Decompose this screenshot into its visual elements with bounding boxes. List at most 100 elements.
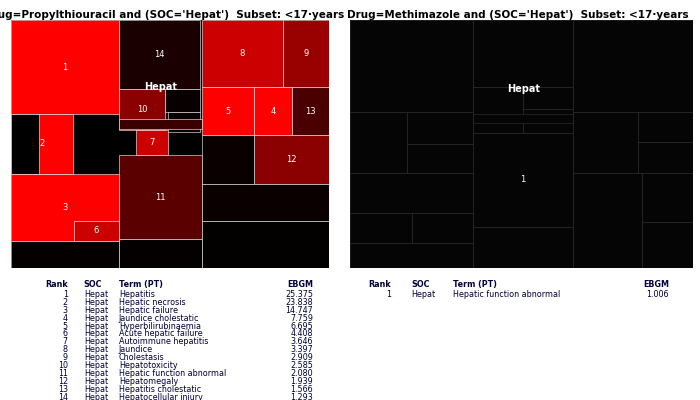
Bar: [202, 20, 283, 87]
Text: 3: 3: [62, 203, 67, 212]
Text: 4: 4: [63, 314, 68, 322]
Text: 3.397: 3.397: [290, 346, 313, 354]
Bar: [119, 119, 202, 129]
Text: EBGM: EBGM: [287, 280, 313, 289]
Bar: [638, 142, 693, 172]
Text: Autoimmune hepatitis: Autoimmune hepatitis: [119, 338, 208, 346]
Text: Hepat: Hepat: [84, 385, 108, 394]
Text: Hepatic necrosis: Hepatic necrosis: [119, 298, 186, 307]
Bar: [10, 241, 119, 268]
Text: Rank: Rank: [368, 280, 391, 289]
Text: Hepatic function abnormal: Hepatic function abnormal: [119, 369, 226, 378]
Bar: [473, 114, 573, 123]
Text: Rank: Rank: [45, 280, 68, 289]
Text: 10: 10: [58, 361, 68, 370]
Text: 1: 1: [62, 63, 67, 72]
Text: EBGM: EBGM: [643, 280, 669, 289]
Text: Hepat: Hepat: [84, 354, 108, 362]
Text: 8: 8: [63, 346, 68, 354]
Text: 1: 1: [63, 290, 68, 299]
Text: Hepatotoxicity: Hepatotoxicity: [119, 361, 177, 370]
Text: Hepatitis cholestatic: Hepatitis cholestatic: [119, 385, 201, 394]
Bar: [473, 87, 523, 133]
Text: 3.646: 3.646: [290, 338, 313, 346]
Text: 13: 13: [305, 107, 316, 116]
Text: Jaundice: Jaundice: [119, 346, 153, 354]
Bar: [202, 87, 254, 135]
Bar: [412, 214, 473, 243]
Text: 4.408: 4.408: [290, 330, 313, 338]
Bar: [10, 174, 119, 241]
Text: 7.759: 7.759: [290, 314, 313, 322]
Text: Hepat: Hepat: [84, 322, 108, 330]
Text: Hepatic failure: Hepatic failure: [119, 306, 178, 314]
Text: Term (PT): Term (PT): [119, 280, 163, 289]
Bar: [119, 155, 202, 240]
Bar: [10, 114, 39, 174]
Bar: [473, 133, 573, 227]
Text: Hyperbilirubinaemia: Hyperbilirubinaemia: [119, 322, 201, 330]
Bar: [202, 135, 254, 184]
Text: 23.838: 23.838: [286, 298, 313, 307]
Text: Hepat: Hepat: [84, 369, 108, 378]
Text: 14: 14: [58, 393, 68, 400]
Bar: [202, 184, 329, 221]
Text: 6: 6: [94, 226, 99, 235]
Bar: [350, 112, 407, 172]
Text: SOC: SOC: [84, 280, 102, 289]
Text: 1.939: 1.939: [290, 377, 313, 386]
Text: Jaundice cholestatic: Jaundice cholestatic: [119, 314, 200, 322]
Text: SOC: SOC: [412, 280, 430, 289]
Text: 9: 9: [63, 354, 68, 362]
Text: Hepat: Hepat: [84, 346, 108, 354]
Text: Hepat: Hepat: [84, 290, 108, 299]
Text: 7: 7: [150, 138, 155, 147]
Text: Hepatomegaly: Hepatomegaly: [119, 377, 178, 386]
Text: Hepat: Hepat: [84, 306, 108, 314]
Text: Acute hepatic failure: Acute hepatic failure: [119, 330, 202, 338]
Bar: [473, 20, 573, 87]
Bar: [350, 214, 412, 243]
Text: Hepat: Hepat: [84, 361, 108, 370]
Bar: [283, 20, 329, 87]
Text: 12: 12: [57, 377, 68, 386]
Text: 1.006: 1.006: [647, 290, 669, 299]
Bar: [254, 87, 293, 135]
Text: 1: 1: [386, 290, 391, 299]
Text: 12: 12: [286, 155, 297, 164]
Bar: [350, 243, 473, 268]
Text: 4: 4: [271, 107, 276, 116]
Text: Hepat: Hepat: [412, 290, 436, 299]
Bar: [168, 112, 200, 132]
Text: 11: 11: [58, 369, 68, 378]
Bar: [573, 172, 642, 268]
Text: 14.747: 14.747: [286, 306, 313, 314]
Bar: [573, 112, 638, 172]
Text: Hepat: Hepat: [144, 82, 176, 92]
Bar: [573, 20, 693, 112]
Text: 2: 2: [39, 140, 44, 148]
Bar: [254, 135, 329, 184]
Text: Term (PT): Term (PT): [453, 280, 497, 289]
Bar: [350, 172, 473, 214]
Text: Hepat: Hepat: [507, 84, 540, 94]
Text: Hepatic function abnormal: Hepatic function abnormal: [453, 290, 560, 299]
Text: 11: 11: [155, 193, 165, 202]
Text: Hepat: Hepat: [84, 314, 108, 322]
Bar: [350, 20, 473, 112]
Text: 2: 2: [63, 298, 68, 307]
Text: Hepat: Hepat: [84, 393, 108, 400]
Text: 6: 6: [63, 330, 68, 338]
Text: 9: 9: [303, 49, 309, 58]
Text: 1: 1: [521, 176, 526, 184]
Bar: [641, 222, 693, 268]
Bar: [165, 90, 200, 112]
Text: 3: 3: [63, 306, 68, 314]
Text: 10: 10: [136, 105, 147, 114]
Text: Hepatitis: Hepatitis: [119, 290, 155, 299]
Text: Hepat: Hepat: [84, 330, 108, 338]
Text: 2.585: 2.585: [290, 361, 313, 370]
Bar: [641, 172, 693, 222]
Text: Cholestasis: Cholestasis: [119, 354, 164, 362]
Bar: [407, 112, 473, 144]
